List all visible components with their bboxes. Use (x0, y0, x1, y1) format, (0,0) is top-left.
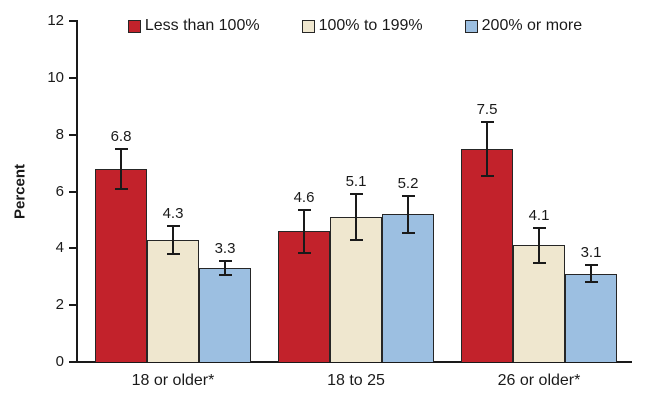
y-tick-label: 0 (55, 353, 64, 370)
error-bar-cap-bottom (480, 174, 494, 177)
y-tick-label: 4 (55, 239, 64, 257)
error-bar-line (590, 265, 592, 283)
bar (199, 268, 251, 362)
error-bar-cap-top (218, 260, 232, 263)
error-bar-cap-top (349, 193, 363, 196)
error-bar-line (172, 225, 174, 254)
error-bar-cap-bottom (218, 274, 232, 277)
error-bar-cap-bottom (401, 231, 415, 234)
legend-color-swatch (301, 19, 315, 33)
x-category-label: 18 to 25 (327, 372, 385, 389)
error-bar-cap-bottom (297, 251, 311, 254)
error-bar-cap-bottom (114, 187, 128, 190)
error-bar-cap-bottom (349, 238, 363, 241)
y-axis-tick (69, 133, 76, 136)
error-bar-line (120, 148, 122, 189)
error-bar-line (303, 209, 305, 253)
legend-item: Less than 100% (127, 17, 260, 35)
bar (513, 245, 565, 362)
y-axis-tick (69, 20, 76, 22)
legend-item-label: 100% to 199% (318, 17, 423, 34)
x-axis-line (76, 361, 632, 363)
chart-legend: Less than 100% 100% to 199% 200% or more (78, 15, 632, 37)
error-bar-cap-bottom (584, 281, 598, 284)
bar (147, 239, 199, 362)
bar (461, 148, 513, 362)
bar-value-label: 7.5 (476, 100, 498, 118)
y-tick-label: 2 (55, 296, 64, 314)
y-axis-tick (69, 247, 76, 250)
error-bar-cap-top (297, 208, 311, 211)
y-tick-label: 10 (47, 68, 64, 86)
bar-value-label: 6.8 (110, 127, 132, 145)
x-category-label: 18 or older* (131, 372, 215, 389)
error-bar-cap-top (532, 227, 546, 230)
error-bar-line (538, 228, 540, 263)
bar-value-label: 3.1 (580, 244, 602, 262)
y-axis-tick (69, 361, 76, 363)
bar-value-label: 5.1 (345, 173, 367, 191)
y-tick-label: 8 (55, 125, 64, 143)
legend-item: 200% or more (464, 17, 583, 35)
bar-value-label: 4.3 (162, 204, 184, 222)
error-bar-cap-top (114, 147, 128, 150)
y-axis-tick (69, 190, 76, 193)
bar-value-label: 4.6 (293, 188, 315, 206)
x-category-label: 26 or older* (497, 372, 581, 389)
y-axis-tick (69, 76, 76, 79)
error-bar-cap-top (480, 120, 494, 123)
bar-value-label: 5.2 (397, 174, 419, 192)
bar-value-label: 4.1 (528, 207, 550, 225)
legend-item: 100% to 199% (301, 17, 423, 35)
y-axis-tick (69, 304, 76, 307)
legend-color-swatch (127, 19, 141, 33)
bar (95, 168, 147, 362)
error-bar-line (486, 121, 488, 176)
error-bar-cap-bottom (166, 253, 180, 256)
bar-value-label: 3.3 (214, 240, 236, 258)
error-bar-cap-bottom (532, 261, 546, 264)
bar (330, 217, 382, 362)
error-bar-line (355, 194, 357, 240)
legend-item-label: 200% or more (481, 17, 583, 34)
legend-color-swatch (464, 19, 478, 33)
y-tick-label: 6 (55, 182, 64, 200)
error-bar-line (224, 261, 226, 276)
error-bar-cap-top (401, 194, 415, 197)
bar (565, 273, 617, 362)
y-axis-title: Percent (11, 163, 29, 220)
error-bar-cap-top (584, 264, 598, 267)
legend-item-label: Less than 100% (144, 17, 260, 34)
error-bar-cap-top (166, 224, 180, 227)
y-tick-label: 12 (47, 12, 64, 29)
y-axis-line (76, 20, 78, 363)
bar (382, 214, 434, 362)
error-bar-line (407, 195, 409, 233)
